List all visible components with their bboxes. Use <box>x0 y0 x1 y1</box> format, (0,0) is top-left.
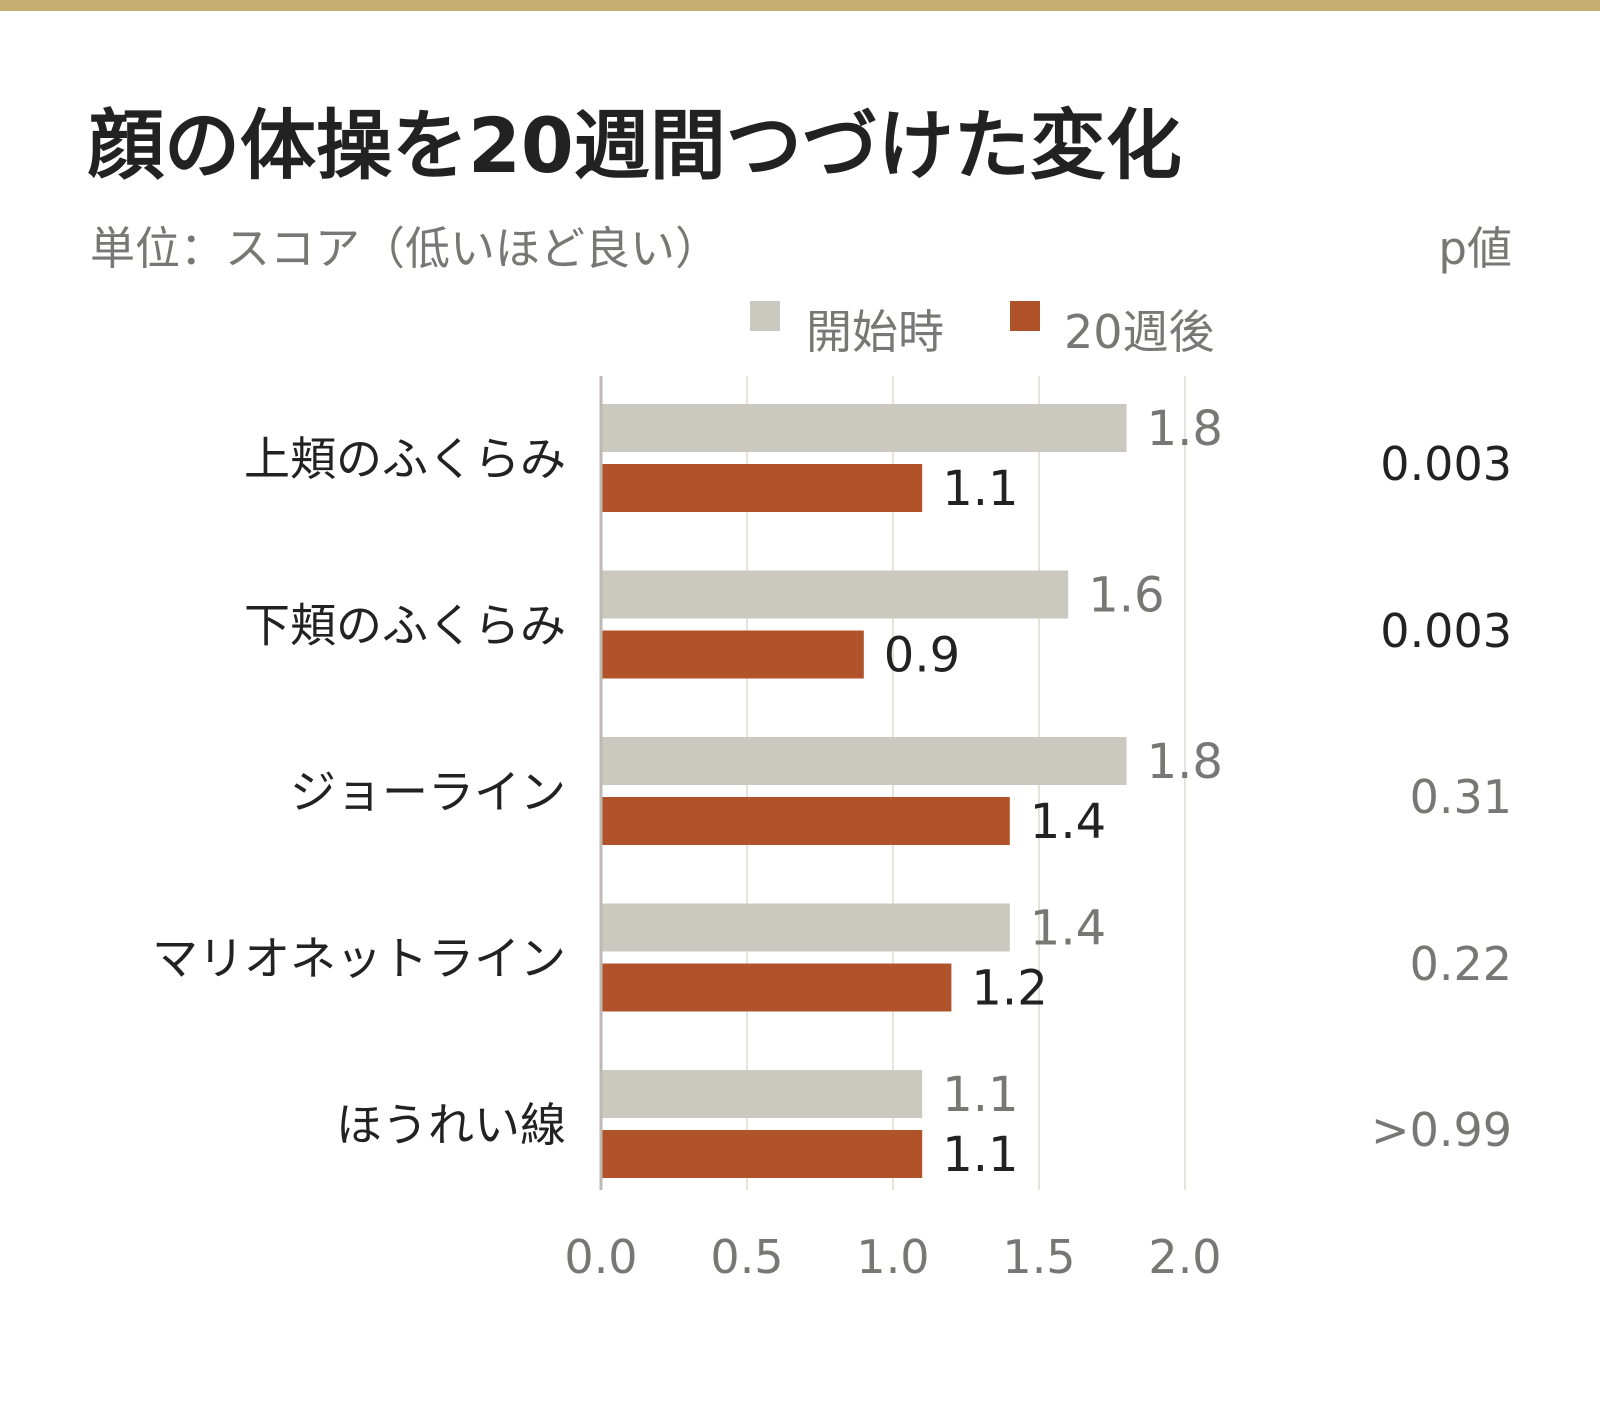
data-label-before: 1.4 <box>1030 901 1106 957</box>
category-label: 上頬のふくらみ <box>244 432 566 486</box>
p-value-header: p値 <box>1438 222 1512 275</box>
legend-label-before: 開始時 <box>806 305 944 359</box>
bar-before <box>601 737 1127 785</box>
category-label: 下頬のふくらみ <box>244 599 566 653</box>
x-tick-label: 0.0 <box>564 1230 637 1284</box>
chart-subtitle: 単位：スコア（低いほど良い） <box>90 222 721 275</box>
p-value: 0.003 <box>1380 603 1512 658</box>
data-label-after: 1.1 <box>942 1127 1018 1183</box>
legend-label-after: 20週後 <box>1064 305 1215 359</box>
x-tick-label: 2.0 <box>1148 1230 1221 1284</box>
bar-after <box>601 963 952 1012</box>
bar-after <box>601 1130 923 1178</box>
data-label-after: 0.9 <box>884 628 960 684</box>
x-tick-label: 1.5 <box>1002 1230 1075 1284</box>
category-label: マリオネットライン <box>152 932 566 986</box>
data-label-after: 1.2 <box>971 961 1047 1017</box>
top-accent-rule <box>0 0 1600 11</box>
data-label-before: 1.8 <box>1147 401 1223 457</box>
p-value: 0.31 <box>1409 770 1512 824</box>
data-label-after: 1.4 <box>1030 794 1106 850</box>
legend-swatch-after <box>1010 301 1040 331</box>
p-value: >0.99 <box>1371 1103 1512 1157</box>
legend-swatch-before <box>750 301 780 331</box>
p-value: 0.22 <box>1409 936 1512 991</box>
bar-before <box>601 570 1069 619</box>
x-tick-label: 0.5 <box>710 1230 783 1284</box>
bar-before <box>601 903 1010 952</box>
bar-after <box>601 464 923 512</box>
bar-before <box>601 1070 923 1118</box>
x-tick-label: 1.0 <box>856 1230 929 1284</box>
category-label: ジョーライン <box>290 765 566 819</box>
category-label: ほうれい線 <box>336 1098 566 1152</box>
chart-title: 顔の体操を20週間つづけた変化 <box>88 101 1182 190</box>
data-label-before: 1.8 <box>1147 734 1223 790</box>
bar-after <box>601 630 864 679</box>
p-value: 0.003 <box>1380 437 1512 491</box>
bar-before <box>601 404 1127 452</box>
data-label-after: 1.1 <box>942 461 1018 517</box>
bar-after <box>601 797 1010 845</box>
data-label-before: 1.1 <box>942 1067 1018 1123</box>
data-label-before: 1.6 <box>1088 568 1164 624</box>
